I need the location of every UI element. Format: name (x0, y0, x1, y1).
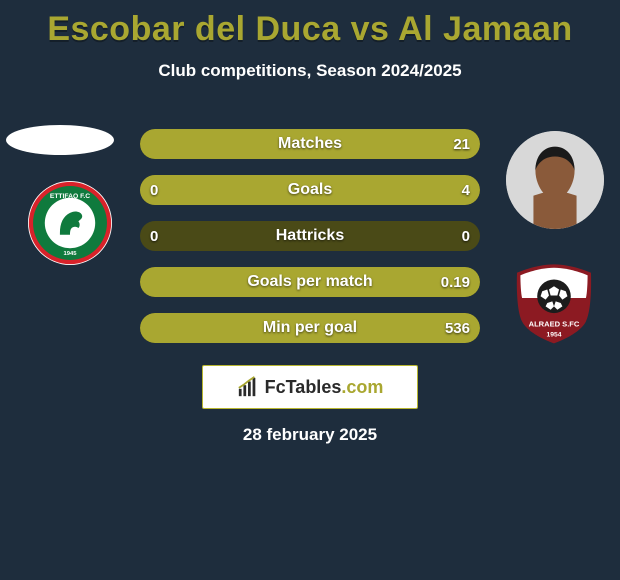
stat-right-value: 21 (453, 136, 470, 153)
comparison-bars: Matches 21 0 Goals 4 0 Hattricks 0 Goals per mat… (140, 129, 480, 343)
stat-right-value: 536 (445, 320, 470, 337)
stat-label: Hattricks (276, 227, 344, 245)
club-right-badge: ALRAED S.FC 1954 (512, 261, 596, 345)
stat-right-value: 0.19 (441, 274, 470, 291)
stat-row: Goals per match 0.19 (140, 267, 480, 297)
subtitle: Club competitions, Season 2024/2025 (0, 61, 620, 81)
stat-label: Goals (288, 181, 332, 199)
stat-row: Matches 21 (140, 129, 480, 159)
player-right-photo (506, 131, 604, 229)
svg-text:1945: 1945 (63, 251, 77, 257)
svg-text:ETTIFAQ F.C: ETTIFAQ F.C (50, 193, 90, 200)
stat-right-value: 4 (462, 182, 470, 199)
club-left-badge: ETTIFAQ F.C 1945 (28, 181, 112, 265)
stat-row: 0 Goals 4 (140, 175, 480, 205)
player-left-photo (6, 125, 114, 155)
comparison-panel: ETTIFAQ F.C 1945 ALRAED S.FC 1954 Matche… (0, 109, 620, 423)
comparison-date: 28 february 2025 (0, 425, 620, 445)
stat-label: Goals per match (247, 273, 372, 291)
stat-label: Min per goal (263, 319, 357, 337)
fctables-logo: FcTables.com (202, 365, 418, 409)
player-silhouette-icon (506, 131, 604, 229)
svg-text:1954: 1954 (547, 332, 562, 339)
stat-left-value: 0 (150, 228, 158, 245)
page-title: Escobar del Duca vs Al Jamaan (0, 0, 620, 49)
stat-row: Min per goal 536 (140, 313, 480, 343)
stat-right-value: 0 (462, 228, 470, 245)
fctables-text: FcTables.com (265, 377, 384, 398)
ettifaq-badge-icon: ETTIFAQ F.C 1945 (28, 181, 112, 265)
svg-text:ALRAED S.FC: ALRAED S.FC (529, 320, 580, 329)
bar-chart-icon (237, 376, 259, 398)
stat-row: 0 Hattricks 0 (140, 221, 480, 251)
stat-label: Matches (278, 135, 342, 153)
alraed-badge-icon: ALRAED S.FC 1954 (512, 261, 596, 345)
stat-left-value: 0 (150, 182, 158, 199)
